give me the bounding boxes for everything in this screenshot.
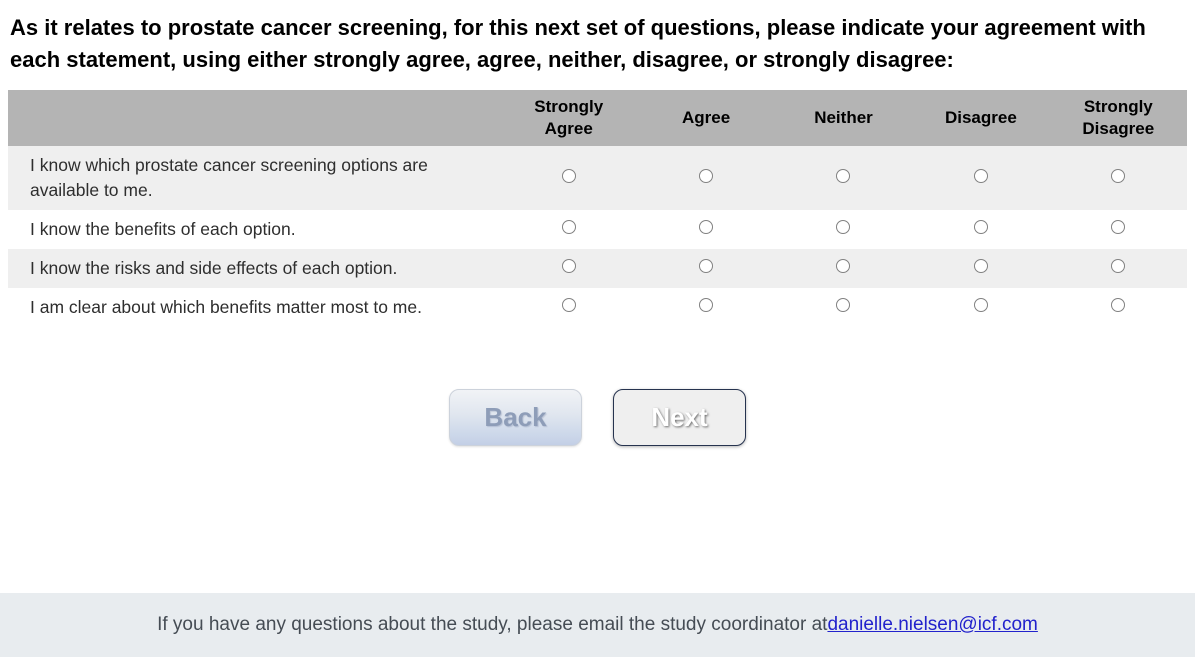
navigation-buttons: Back Next — [0, 389, 1195, 446]
radio-row1-neither[interactable] — [836, 168, 851, 183]
radio-row2-strongly-disagree[interactable] — [1111, 220, 1126, 234]
radio-row1-disagree[interactable] — [973, 168, 988, 183]
table-row: I know the benefits of each option. — [8, 210, 1187, 249]
radio-row3-disagree[interactable] — [973, 259, 988, 273]
statement-text: I know the benefits of each option. — [30, 219, 296, 239]
radio-row2-strongly-agree[interactable] — [561, 220, 576, 234]
radio-row4-disagree[interactable] — [973, 298, 988, 312]
footer-bar: If you have any questions about the stud… — [0, 593, 1195, 657]
column-header-neither: Neither — [774, 90, 913, 146]
radio-row1-strongly-disagree[interactable] — [1111, 168, 1126, 183]
radio-row4-agree[interactable] — [699, 298, 714, 312]
radio-row4-neither[interactable] — [836, 298, 851, 312]
radio-row3-agree[interactable] — [699, 259, 714, 273]
column-header-agree: Agree — [637, 90, 775, 146]
table-row: I know the risks and side effects of eac… — [8, 249, 1187, 288]
agreement-matrix: Strongly Agree Agree Neither Disagree St… — [8, 90, 1187, 327]
radio-row3-strongly-disagree[interactable] — [1111, 259, 1126, 273]
radio-row2-neither[interactable] — [836, 220, 851, 234]
footer-text: If you have any questions about the stud… — [157, 614, 828, 635]
radio-row3-neither[interactable] — [836, 259, 851, 273]
back-button[interactable]: Back — [449, 389, 582, 446]
coordinator-email-link[interactable]: danielle.nielsen@icf.com — [827, 614, 1038, 635]
radio-row2-disagree[interactable] — [973, 220, 988, 234]
radio-row4-strongly-disagree[interactable] — [1111, 298, 1126, 312]
statement-column-header — [8, 90, 501, 146]
radio-row4-strongly-agree[interactable] — [561, 298, 576, 312]
statement-text: I know which prostate cancer screening o… — [30, 155, 428, 200]
radio-row1-strongly-agree[interactable] — [561, 168, 576, 183]
statement-text: I know the risks and side effects of eac… — [30, 258, 398, 278]
column-header-strongly-disagree: Strongly Disagree — [1049, 90, 1187, 146]
column-header-disagree: Disagree — [912, 90, 1050, 146]
matrix-header-row: Strongly Agree Agree Neither Disagree St… — [8, 90, 1187, 146]
next-button[interactable]: Next — [613, 389, 746, 446]
question-heading: As it relates to prostate cancer screeni… — [10, 15, 1146, 72]
radio-row1-agree[interactable] — [699, 168, 714, 183]
column-header-strongly-agree: Strongly Agree — [500, 90, 638, 146]
table-row: I am clear about which benefits matter m… — [8, 288, 1187, 327]
radio-row3-strongly-agree[interactable] — [561, 259, 576, 273]
statement-text: I am clear about which benefits matter m… — [30, 297, 422, 317]
radio-row2-agree[interactable] — [699, 220, 714, 234]
table-row: I know which prostate cancer screening o… — [8, 146, 1187, 210]
